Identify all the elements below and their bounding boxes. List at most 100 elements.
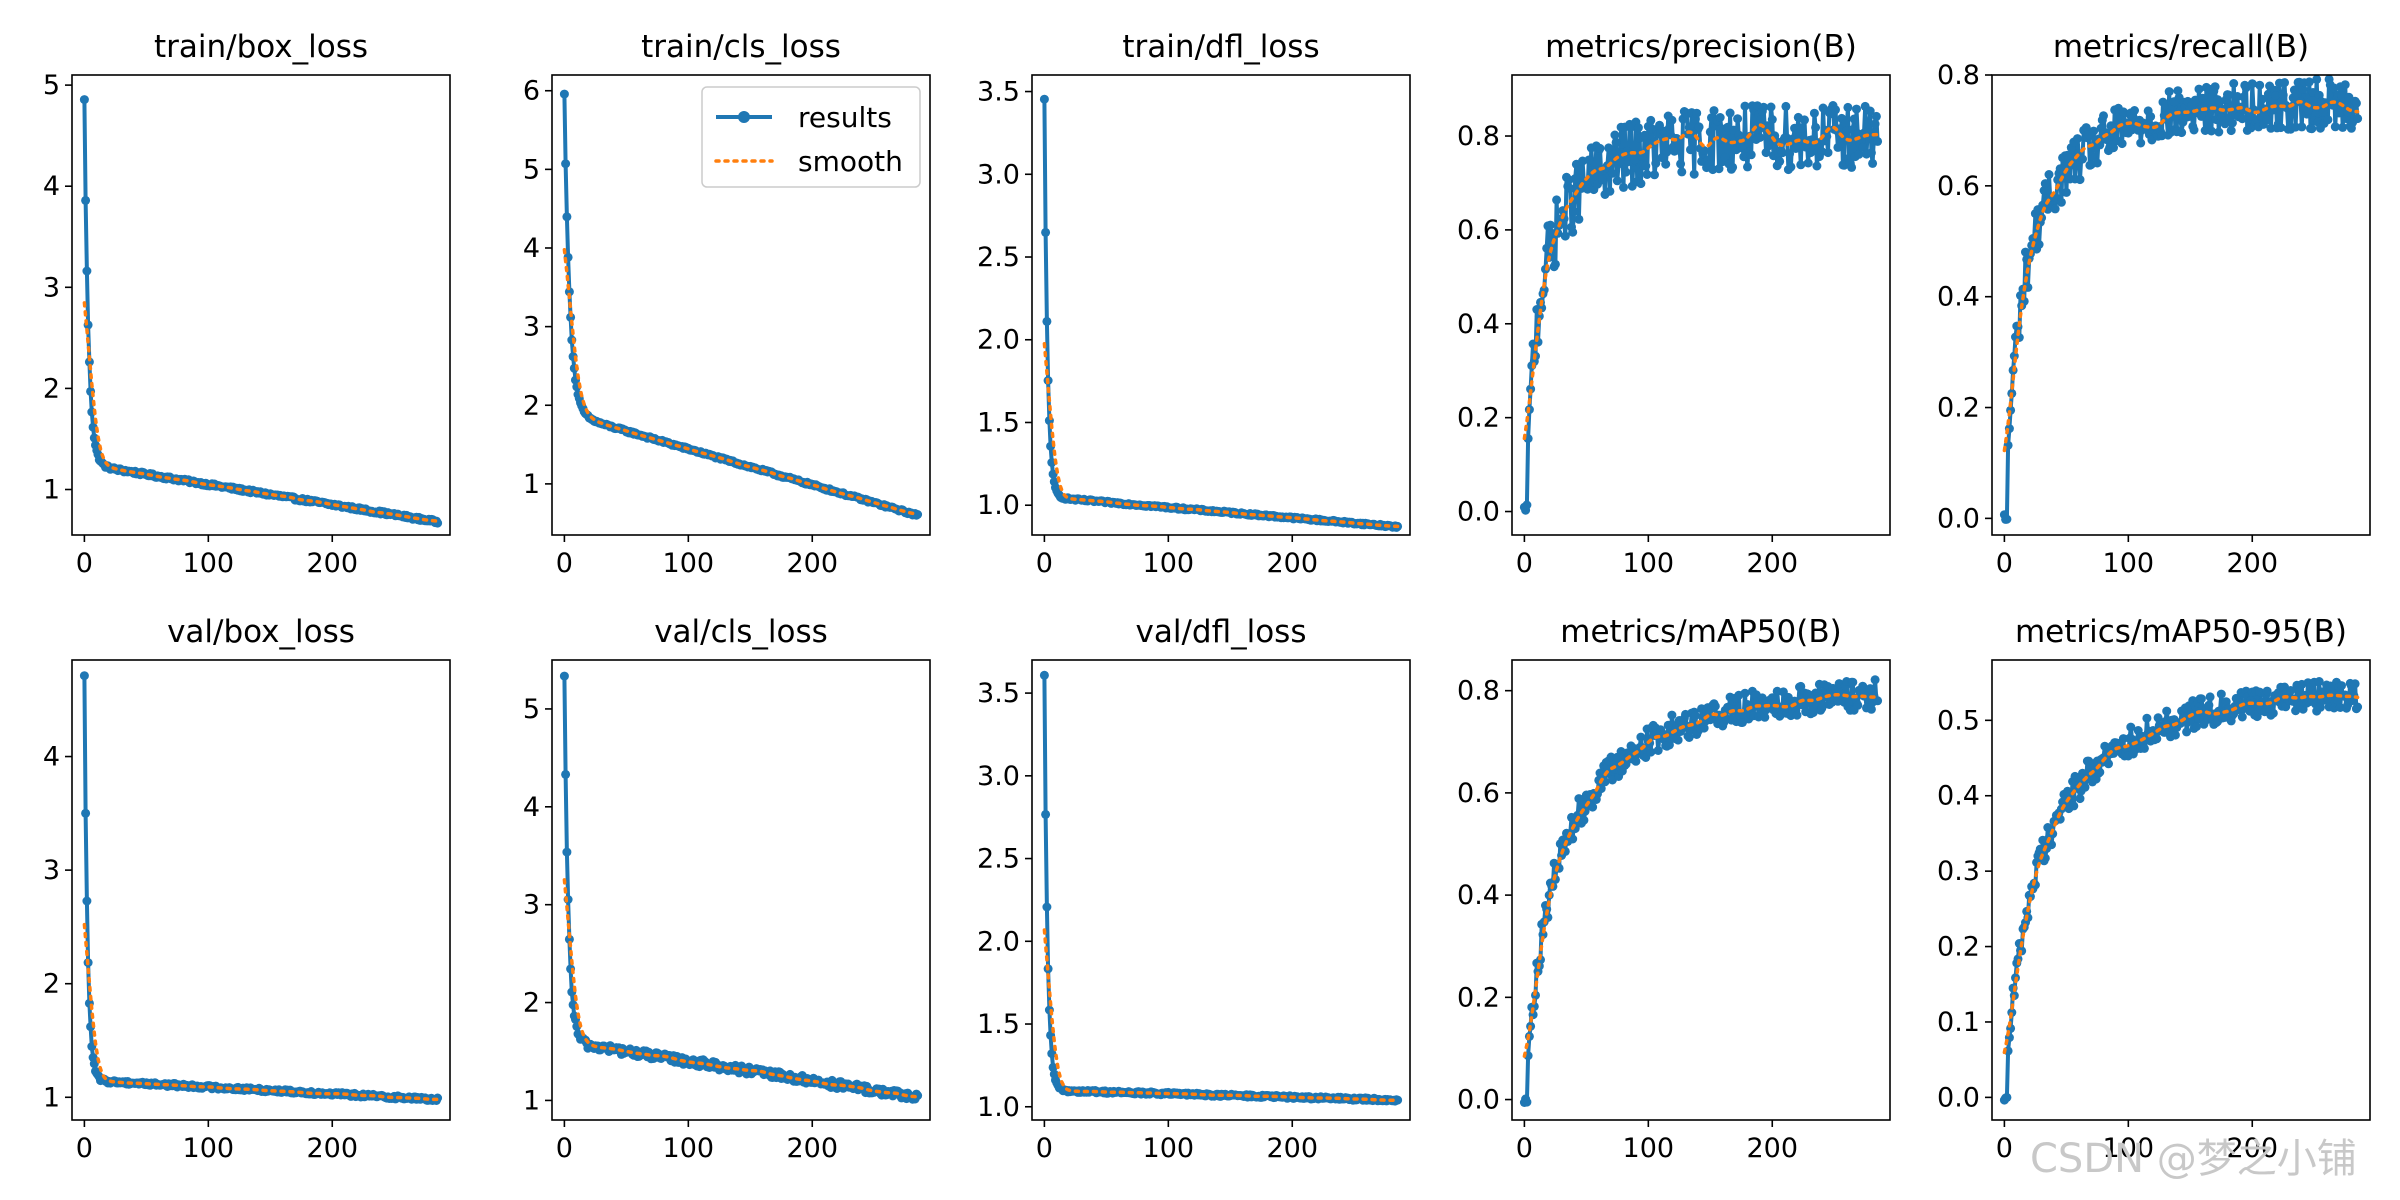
data-point bbox=[2214, 127, 2224, 137]
data-point bbox=[1565, 184, 1575, 193]
data-point bbox=[1684, 733, 1694, 742]
x-tick-label: 200 bbox=[2226, 548, 2278, 579]
y-tick-label: 0.6 bbox=[1457, 778, 1500, 809]
panel-title: metrics/recall(B) bbox=[2053, 29, 2309, 65]
data-point bbox=[1740, 688, 1750, 698]
y-tick-label: 6 bbox=[523, 76, 540, 107]
y-tick-label: 5 bbox=[523, 154, 540, 185]
data-point bbox=[2323, 115, 2333, 125]
data-point bbox=[1686, 145, 1695, 155]
x-tick-label: 100 bbox=[1623, 548, 1675, 579]
y-tick-label: 0.6 bbox=[1937, 171, 1980, 202]
data-point bbox=[2276, 123, 2286, 133]
x-tick-label: 200 bbox=[1746, 548, 1798, 579]
data-point bbox=[1796, 681, 1806, 691]
data-point bbox=[1848, 677, 1858, 687]
data-point bbox=[1866, 704, 1876, 714]
x-tick-label: 200 bbox=[306, 548, 358, 579]
data-point bbox=[1767, 115, 1777, 124]
y-tick-label: 0.8 bbox=[1457, 121, 1500, 152]
data-point bbox=[1811, 122, 1821, 132]
smooth-line bbox=[562, 247, 920, 516]
data-point bbox=[1522, 1097, 1532, 1107]
panel-metrics_recall: metrics/recall(B) 0 100 200 0.0 0.2 0.4 0.6 0.8 bbox=[1937, 29, 2371, 579]
data-point bbox=[1574, 214, 1584, 224]
y-tick-label: 0.4 bbox=[1457, 309, 1500, 340]
data-point bbox=[1041, 227, 1051, 237]
x-tick-label: 200 bbox=[1266, 1133, 1318, 1164]
results-line bbox=[562, 676, 920, 1102]
data-point bbox=[89, 1059, 99, 1069]
plot-frame bbox=[551, 659, 931, 1121]
data-point bbox=[1610, 130, 1620, 140]
data-point bbox=[2280, 78, 2289, 88]
x-tick-label: 100 bbox=[1143, 1133, 1195, 1164]
data-point bbox=[2237, 114, 2247, 124]
data-point bbox=[1560, 231, 1570, 241]
x-tick-label: 100 bbox=[663, 1133, 715, 1164]
data-point bbox=[2109, 143, 2118, 153]
data-point bbox=[2303, 106, 2313, 115]
data-point bbox=[1595, 143, 1605, 153]
data-point bbox=[1641, 161, 1651, 171]
data-point bbox=[1781, 101, 1791, 111]
data-point bbox=[2092, 158, 2102, 168]
y-tick-label: 2.0 bbox=[977, 325, 1020, 356]
data-point bbox=[2043, 823, 2053, 832]
panel-val_box_loss: val/box_loss 0 100 200 1 2 3 4 bbox=[43, 614, 451, 1164]
data-point bbox=[2040, 179, 2050, 189]
data-point bbox=[2216, 689, 2226, 699]
x-tick-label: 0 bbox=[1036, 1133, 1053, 1164]
data-point bbox=[2205, 692, 2215, 702]
data-point bbox=[81, 195, 91, 205]
data-point bbox=[1870, 675, 1880, 685]
data-point bbox=[1041, 809, 1051, 819]
y-tick-label: 1 bbox=[43, 1082, 60, 1113]
data-point bbox=[1522, 500, 1532, 510]
data-point bbox=[1823, 148, 1833, 158]
smooth-line bbox=[1522, 692, 1880, 1058]
smooth-line bbox=[82, 922, 440, 1102]
data-point bbox=[2136, 138, 2146, 148]
smooth-line bbox=[1042, 928, 1400, 1103]
data-point bbox=[1699, 146, 1709, 155]
data-point bbox=[1760, 712, 1770, 722]
y-tick-label: 3 bbox=[43, 855, 60, 886]
data-point bbox=[1822, 131, 1832, 141]
x-tick-label: 0 bbox=[76, 1133, 93, 1164]
smooth-line bbox=[2002, 100, 2360, 453]
data-point bbox=[1619, 182, 1628, 192]
legend-results-label: results bbox=[798, 101, 892, 134]
data-point bbox=[1871, 111, 1881, 121]
y-tick-label: 1 bbox=[523, 1085, 540, 1116]
data-point bbox=[1661, 159, 1671, 169]
data-point bbox=[2192, 722, 2201, 732]
data-point bbox=[1653, 746, 1663, 755]
data-point bbox=[1607, 168, 1617, 178]
data-point bbox=[562, 212, 572, 222]
data-point bbox=[1646, 747, 1656, 757]
panel-train_box_loss: train/box_loss 0 100 200 1 2 3 4 5 bbox=[43, 29, 451, 579]
y-tick-label: 5 bbox=[523, 694, 540, 725]
y-tick-label: 4 bbox=[523, 233, 540, 264]
y-tick-label: 0.2 bbox=[1937, 932, 1980, 963]
data-point bbox=[2237, 712, 2247, 722]
y-tick-label: 1 bbox=[523, 469, 540, 500]
x-tick-label: 200 bbox=[1746, 1133, 1798, 1164]
data-point bbox=[2164, 87, 2174, 97]
data-point bbox=[1664, 123, 1674, 133]
data-point bbox=[2239, 92, 2249, 102]
plot-area bbox=[79, 95, 443, 528]
data-point bbox=[81, 808, 91, 818]
plot-frame bbox=[1991, 659, 2371, 1121]
data-point bbox=[1694, 122, 1704, 132]
data-point bbox=[2044, 170, 2054, 179]
data-point bbox=[2063, 786, 2073, 796]
x-tick-label: 200 bbox=[2226, 1133, 2278, 1164]
y-tick-label: 0.2 bbox=[1457, 982, 1500, 1013]
x-tick-label: 100 bbox=[183, 1133, 235, 1164]
data-point bbox=[1858, 681, 1868, 691]
data-point bbox=[2198, 93, 2208, 103]
x-tick-label: 200 bbox=[786, 1133, 838, 1164]
data-point bbox=[2194, 84, 2204, 94]
